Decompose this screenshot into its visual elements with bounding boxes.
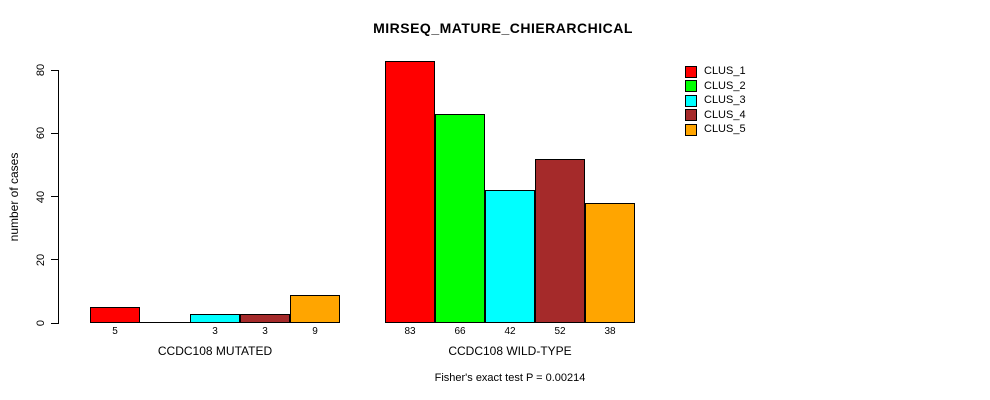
legend-label-clus-4: CLUS_4 [704,108,746,121]
chart-title: MIRSEQ_MATURE_CHIERARCHICAL [373,20,633,36]
bar-clus-3-ccdc108-wild-type [485,190,535,323]
bar-value-label-clus-5-ccdc108-wild-type: 38 [604,326,616,337]
legend-swatch-clus-5 [685,123,697,136]
legend-swatch-clus-2 [685,80,697,92]
y-axis-line [58,70,59,324]
bar-clus-3-ccdc108-mutated [190,314,240,323]
y-tick-label-80: 80 [35,63,47,77]
legend-swatch-clus-4 [685,109,697,121]
bar-clus-2-ccdc108-wild-type [435,114,485,323]
bar-value-label-clus-3-ccdc108-mutated: 3 [212,326,218,337]
legend-label-clus-5: CLUS_5 [704,123,746,135]
bar-value-label-clus-5-ccdc108-mutated: 9 [312,326,318,337]
group-label-ccdc108-wild-type: CCDC108 WILD-TYPE [448,344,572,358]
y-axis-title: number of cases [7,152,21,242]
y-tick-label-0: 0 [35,319,47,327]
y-tick-label-20: 20 [35,253,47,266]
legend-label-clus-3: CLUS_3 [704,94,746,106]
legend-label-clus-2: CLUS_2 [704,79,746,92]
y-tick-20 [51,259,58,261]
legend-label-clus-1: CLUS_1 [704,65,746,77]
y-tick-40 [51,196,58,197]
legend-item-clus-1: CLUS_1 [685,65,746,78]
bar-clus-4-ccdc108-wild-type [535,159,585,323]
legend-item-clus-3: CLUS_3 [685,94,746,107]
legend: CLUS_1 CLUS_2 CLUS_3 CLUS_4 CLUS_5 [685,65,746,139]
bar-value-label-clus-1-ccdc108-wild-type: 83 [404,326,416,337]
bar-clus-5-ccdc108-wild-type [585,203,635,323]
y-tick-label-60: 60 [35,127,47,140]
bar-clus-1-ccdc108-mutated [90,307,140,323]
bar-clus-1-ccdc108-wild-type [385,61,435,323]
legend-swatch-clus-1 [685,65,697,78]
y-tick-0 [51,322,58,324]
legend-item-clus-4: CLUS_4 [685,108,746,121]
bar-value-label-clus-1-ccdc108-mutated: 5 [112,326,118,337]
bar-value-label-clus-2-ccdc108-wild-type: 66 [454,326,466,337]
y-tick-label-40: 40 [35,190,47,203]
group-label-ccdc108-mutated: CCDC108 MUTATED [157,344,273,358]
bar-value-label-clus-4-ccdc108-mutated: 3 [262,326,268,337]
legend-item-clus-5: CLUS_5 [685,123,746,136]
legend-item-clus-2: CLUS_2 [685,79,746,92]
bar-clus-2-ccdc108-mutated [140,322,190,323]
y-tick-60 [51,132,58,134]
bar-clus-5-ccdc108-mutated [290,295,340,323]
bar-value-label-clus-3-ccdc108-wild-type: 42 [504,326,516,337]
legend-swatch-clus-3 [685,94,697,107]
fisher-test-note: Fisher's exact test P = 0.00214 [434,372,586,384]
y-tick-80 [51,69,58,71]
bar-clus-4-ccdc108-mutated [240,314,290,323]
bar-value-label-clus-4-ccdc108-wild-type: 52 [554,326,566,337]
